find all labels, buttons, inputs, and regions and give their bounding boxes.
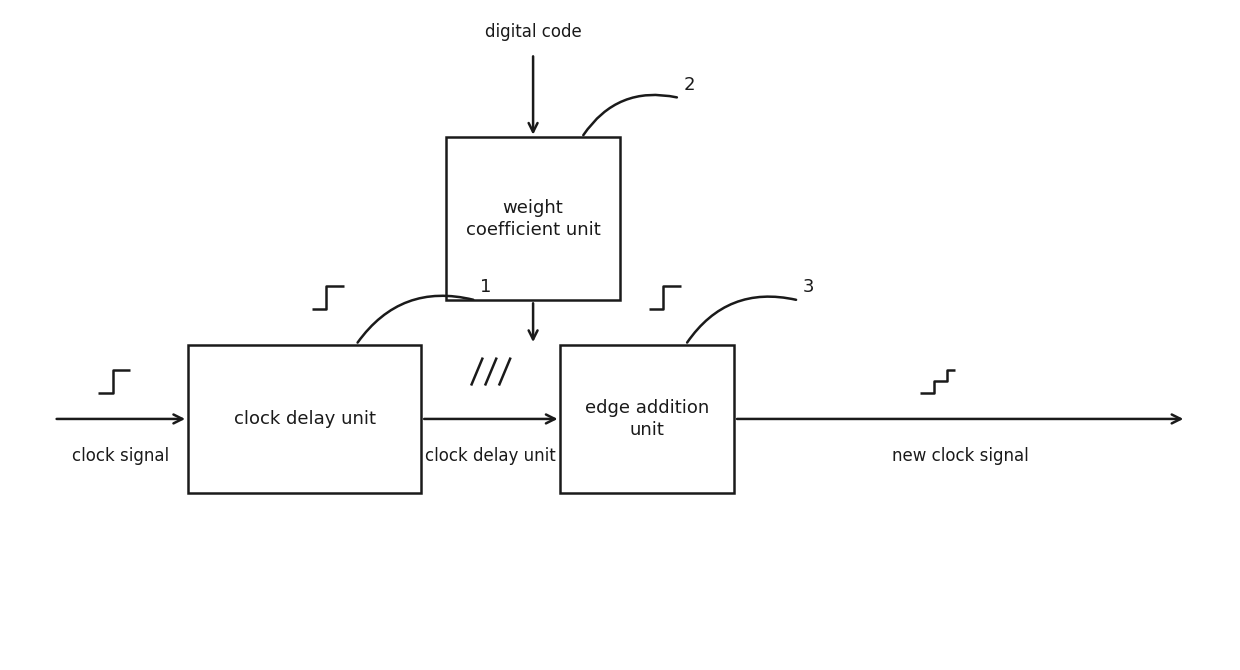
Text: clock delay unit: clock delay unit — [233, 410, 376, 428]
Text: 3: 3 — [802, 279, 815, 297]
Bar — [560, 345, 734, 493]
Text: 1: 1 — [480, 279, 491, 297]
Text: digital code: digital code — [485, 23, 582, 41]
Text: weight: weight — [502, 199, 563, 217]
Text: unit: unit — [630, 421, 665, 439]
Text: coefficient unit: coefficient unit — [466, 221, 600, 239]
Text: 2: 2 — [683, 76, 696, 94]
Bar — [446, 137, 620, 300]
Text: edge addition: edge addition — [585, 399, 709, 417]
Text: new clock signal: new clock signal — [892, 448, 1028, 466]
Text: clock signal: clock signal — [72, 448, 170, 466]
Text: clock delay unit: clock delay unit — [425, 448, 557, 466]
Bar — [188, 345, 422, 493]
